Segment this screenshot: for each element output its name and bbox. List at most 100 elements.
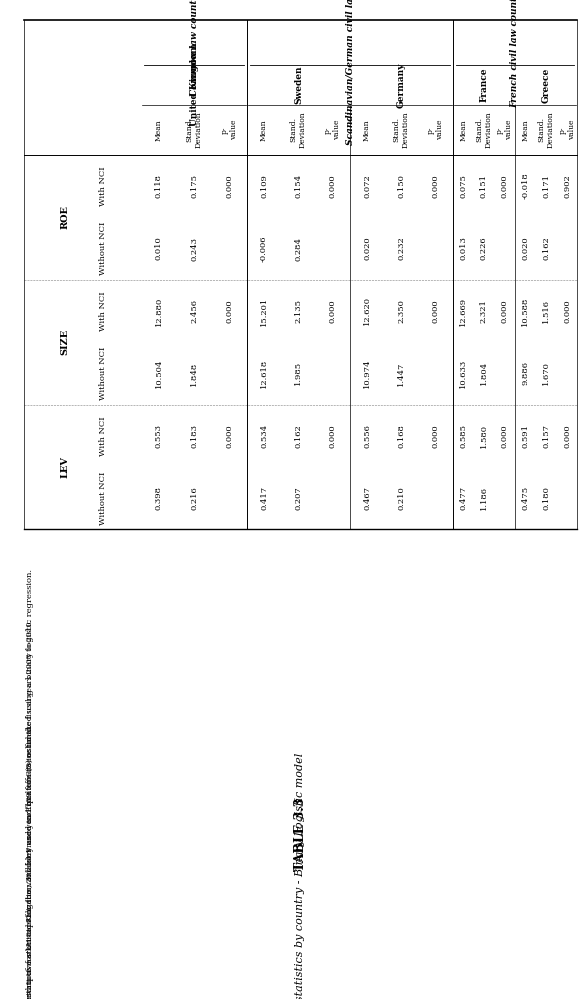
Text: 0.232: 0.232 <box>397 237 405 261</box>
Text: 0.175: 0.175 <box>190 174 198 198</box>
Text: 0.000: 0.000 <box>432 299 440 323</box>
Text: 9.886: 9.886 <box>522 362 529 386</box>
Text: 12.880: 12.880 <box>155 297 163 326</box>
Text: 0.477: 0.477 <box>459 487 467 510</box>
Text: 0.000: 0.000 <box>501 424 509 448</box>
Text: 0.075: 0.075 <box>459 174 467 198</box>
Text: 0.902: 0.902 <box>563 174 571 198</box>
Text: 0.210: 0.210 <box>397 487 405 510</box>
Text: 2.135: 2.135 <box>295 299 302 323</box>
Text: LEV: LEV <box>60 456 69 479</box>
Text: Stand.
Deviation: Stand. Deviation <box>537 112 555 148</box>
Text: 0.072: 0.072 <box>363 174 371 198</box>
Text: 0.000: 0.000 <box>563 424 571 448</box>
Text: 0.020: 0.020 <box>522 237 529 261</box>
Text: With NCI: With NCI <box>99 416 107 456</box>
Text: With NCI: With NCI <box>99 166 107 206</box>
Text: Mean: Mean <box>363 119 371 141</box>
Text: 0.154: 0.154 <box>295 174 302 198</box>
Text: Stand.
Deviation: Stand. Deviation <box>393 112 410 148</box>
Text: Sample: The main sample of firms with NCI accounting numbers in consolidated sta: Sample: The main sample of firms with NC… <box>26 619 35 999</box>
Text: 0.417: 0.417 <box>260 487 268 510</box>
Text: With NCI: With NCI <box>99 291 107 331</box>
Text: Descriptive statistics by country - Binary Logistic model: Descriptive statistics by country - Bina… <box>295 753 306 999</box>
Text: 0.000: 0.000 <box>225 424 233 448</box>
Text: 0.475: 0.475 <box>522 487 529 510</box>
Text: 0.157: 0.157 <box>542 424 550 448</box>
Text: 0.010: 0.010 <box>155 237 163 261</box>
Text: 0.553: 0.553 <box>155 424 163 448</box>
Text: 0.151: 0.151 <box>480 174 488 198</box>
Text: 0.243: 0.243 <box>190 237 198 261</box>
Text: France: France <box>479 68 489 102</box>
Text: 10.588: 10.588 <box>522 297 529 326</box>
Text: 12.618: 12.618 <box>260 359 268 388</box>
Text: 1.670: 1.670 <box>542 362 550 386</box>
Text: 0.000: 0.000 <box>329 299 337 323</box>
Text: Stand.
Deviation: Stand. Deviation <box>185 112 203 148</box>
Text: Mean: Mean <box>522 119 529 141</box>
Text: Without NCI: Without NCI <box>99 472 107 524</box>
Text: SIZE: SIZE <box>60 329 69 356</box>
Text: 1.985: 1.985 <box>295 362 302 386</box>
Text: Greece: Greece <box>542 67 551 103</box>
Text: 0.534: 0.534 <box>260 424 268 448</box>
Text: Mean: Mean <box>155 119 163 141</box>
Text: Stand.
Deviation: Stand. Deviation <box>475 112 493 148</box>
Text: 0.000: 0.000 <box>225 299 233 323</box>
Text: 0.216: 0.216 <box>190 487 198 510</box>
Text: 0.000: 0.000 <box>432 174 440 198</box>
Text: -0.018: -0.018 <box>522 173 529 200</box>
Text: 0.171: 0.171 <box>542 174 550 198</box>
Text: p-
value: p- value <box>559 120 576 140</box>
Text: 12.620: 12.620 <box>363 297 371 326</box>
Text: p-
value: p- value <box>220 120 238 140</box>
Text: 0.207: 0.207 <box>295 487 302 510</box>
Text: 2.321: 2.321 <box>480 299 488 323</box>
Text: 1.186: 1.186 <box>480 487 488 510</box>
Text: 2.350: 2.350 <box>397 299 405 323</box>
Text: 0.467: 0.467 <box>363 487 371 510</box>
Text: 1.804: 1.804 <box>480 362 488 386</box>
Text: 0.000: 0.000 <box>501 174 509 198</box>
Text: 1.516: 1.516 <box>542 299 550 323</box>
Text: 0.109: 0.109 <box>260 174 268 198</box>
Text: Mean: Mean <box>260 119 268 141</box>
Text: Germany: Germany <box>397 62 406 108</box>
Text: -0.006: -0.006 <box>260 235 268 262</box>
Text: 15.201: 15.201 <box>260 297 268 326</box>
Text: Scandinavian/German civil law countries: Scandinavian/German civil law countries <box>345 0 355 145</box>
Text: 0.000: 0.000 <box>501 299 509 323</box>
Text: 0.284: 0.284 <box>295 237 302 261</box>
Text: 0.150: 0.150 <box>397 174 405 198</box>
Text: 0.183: 0.183 <box>190 424 198 448</box>
Text: 0.000: 0.000 <box>225 174 233 198</box>
Text: TABLE 3.3: TABLE 3.3 <box>294 797 307 871</box>
Text: 1.848: 1.848 <box>190 362 198 386</box>
Text: 0.013: 0.013 <box>459 237 467 261</box>
Text: 0.591: 0.591 <box>522 424 529 448</box>
Text: 0.000: 0.000 <box>329 174 337 198</box>
Text: 0.180: 0.180 <box>542 487 550 510</box>
Text: 0.556: 0.556 <box>363 424 371 448</box>
Text: 0.162: 0.162 <box>542 237 550 261</box>
Text: 1.447: 1.447 <box>397 362 405 386</box>
Text: Sweden: Sweden <box>294 66 303 104</box>
Text: 0.226: 0.226 <box>480 237 488 261</box>
Text: 12.669: 12.669 <box>459 297 467 326</box>
Text: 0.398: 0.398 <box>155 487 163 510</box>
Text: 10.504: 10.504 <box>155 359 163 388</box>
Text: 0.118: 0.118 <box>155 174 163 198</box>
Text: United Kingdom: United Kingdom <box>189 44 199 126</box>
Text: 0.168: 0.168 <box>397 424 405 448</box>
Text: Table 3.3 provides the descriptive statistics for the variables used in Equation: Table 3.3 provides the descriptive stati… <box>26 569 35 999</box>
Text: 0.000: 0.000 <box>563 299 571 323</box>
Text: 0.162: 0.162 <box>295 424 302 448</box>
Text: p-
value: p- value <box>324 120 341 140</box>
Text: 10.633: 10.633 <box>459 359 467 388</box>
Text: Without NCI: Without NCI <box>99 347 107 400</box>
Text: 0.000: 0.000 <box>329 424 337 448</box>
Text: Mean: Mean <box>459 119 467 141</box>
Text: 10.974: 10.974 <box>363 359 371 389</box>
Text: Stand.
Deviation: Stand. Deviation <box>290 112 307 148</box>
